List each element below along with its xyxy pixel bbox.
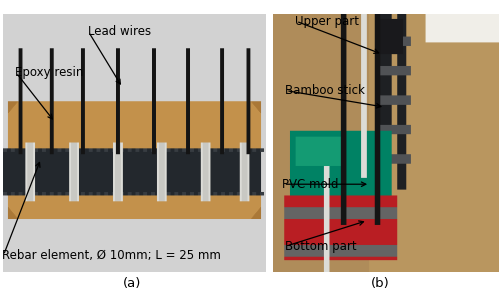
Text: Epoxy resin: Epoxy resin	[15, 66, 84, 79]
Text: Bottom part: Bottom part	[285, 239, 356, 253]
Text: Lead wires: Lead wires	[88, 25, 150, 38]
Text: (b): (b)	[370, 277, 390, 290]
Text: Rebar element, Ø 10mm; L = 25 mm: Rebar element, Ø 10mm; L = 25 mm	[2, 249, 222, 262]
Text: (a): (a)	[124, 277, 142, 290]
Text: Upper part: Upper part	[295, 14, 359, 28]
Text: Bamboo stick: Bamboo stick	[285, 84, 365, 97]
Text: PVC mold: PVC mold	[282, 178, 339, 191]
